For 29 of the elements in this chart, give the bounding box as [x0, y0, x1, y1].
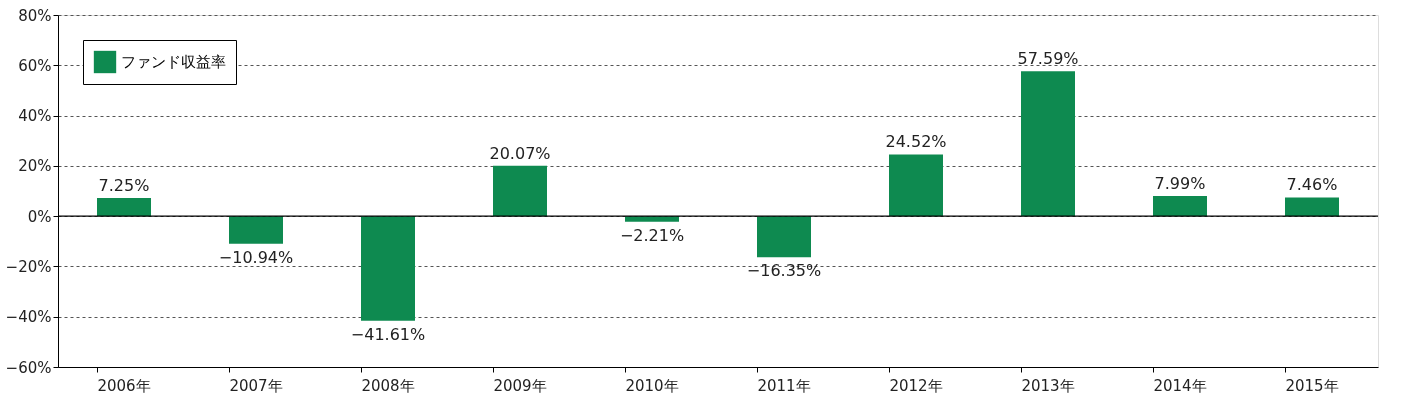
x-tick-label: 2008年	[361, 376, 415, 395]
x-tick-label: 2012年	[889, 376, 943, 395]
y-tick-label: 40%	[18, 107, 52, 126]
data-label: 20.07%	[489, 143, 551, 163]
data-label: 57.59%	[1017, 49, 1079, 69]
legend-label: ファンド収益率	[121, 53, 226, 71]
x-tick-label: 2007年	[229, 376, 283, 395]
data-label: −2.21%	[619, 225, 685, 245]
y-tick-label: 80%	[18, 6, 52, 25]
x-tick-label: 2009年	[493, 376, 547, 395]
data-label: 7.99%	[1154, 174, 1206, 194]
y-tick-label: 20%	[18, 157, 52, 176]
y-tick-label: −60%	[5, 358, 52, 377]
x-tick-label: 2015年	[1285, 376, 1339, 395]
y-tick-label: 60%	[18, 56, 52, 75]
data-label: 7.46%	[1286, 175, 1338, 195]
y-tick-label: 0%	[27, 207, 52, 226]
data-label: −41.61%	[350, 324, 426, 344]
y-tick-label: −40%	[5, 308, 52, 327]
y-tick-label: −20%	[5, 257, 52, 276]
x-tick-label: 2011年	[757, 376, 811, 395]
x-tick-label: 2014年	[1153, 376, 1207, 395]
data-label: 24.52%	[885, 132, 947, 152]
x-tick-label: 2010年	[625, 376, 679, 395]
x-tick-label: 2006年	[97, 376, 151, 395]
data-label: 7.25%	[98, 175, 150, 195]
data-label: −16.35%	[746, 261, 822, 281]
x-tick-label: 2013年	[1021, 376, 1075, 395]
data-label: −10.94%	[218, 247, 294, 267]
